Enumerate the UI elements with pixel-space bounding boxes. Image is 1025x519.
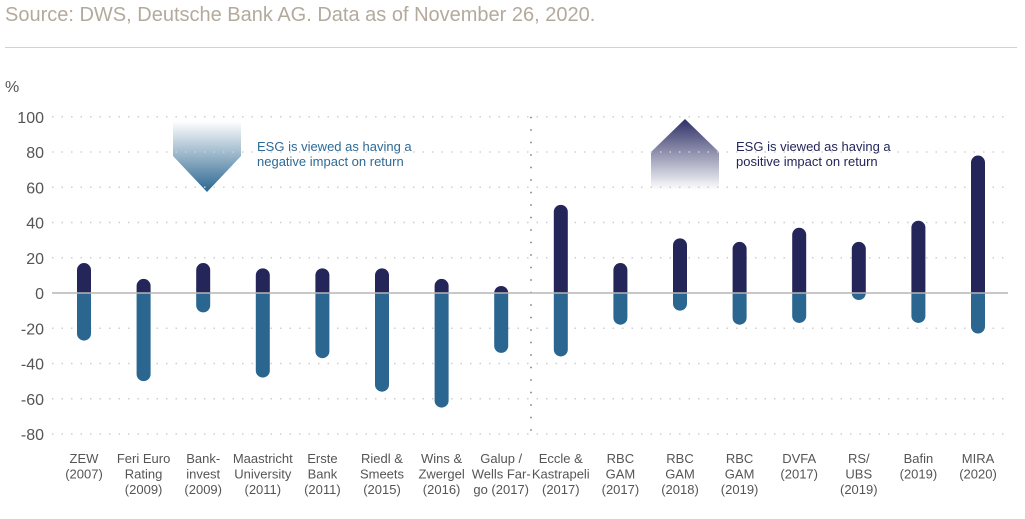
x-tick-label: (2009) xyxy=(184,482,222,497)
x-tick-label: GAM xyxy=(606,467,636,482)
x-tick-label: GAM xyxy=(725,467,755,482)
x-tick-label: (2016) xyxy=(423,482,461,497)
y-tick-label: 40 xyxy=(26,216,44,233)
x-tick-label: RBC xyxy=(607,451,634,466)
x-tick-label: (2020) xyxy=(959,467,997,482)
x-tick-label: RBC xyxy=(666,451,693,466)
bar-negative xyxy=(673,293,687,311)
negative-annotation-line1: ESG is viewed as having a xyxy=(257,139,412,154)
x-tick-label: Bafin xyxy=(904,451,934,466)
bar-positive xyxy=(792,227,807,293)
x-tick-label: Rating xyxy=(125,467,163,482)
x-tick-label: (2019) xyxy=(721,482,759,497)
bar-positive xyxy=(375,268,389,293)
x-tick-label: (2017) xyxy=(602,482,640,497)
x-tick-label: Wells Far- xyxy=(472,467,531,482)
x-tick-label: (2019) xyxy=(840,482,878,497)
x-tick-label: UBS xyxy=(845,467,872,482)
y-tick-label: 60 xyxy=(26,180,44,197)
x-tick-label: Riedl & xyxy=(361,451,403,466)
x-tick-label: RBC xyxy=(726,451,753,466)
x-tick-label: (2007) xyxy=(65,467,103,482)
positive-annotation-line1: ESG is viewed as having a xyxy=(736,139,891,154)
bar-negative xyxy=(434,293,449,408)
bar-negative xyxy=(851,293,866,301)
y-axis-unit: % xyxy=(5,79,19,96)
x-tick-label: RS/ xyxy=(848,451,870,466)
bar-negative xyxy=(196,293,211,313)
bar-positive xyxy=(732,241,747,293)
x-tick-label: Wins & xyxy=(421,451,463,466)
y-tick-label: -60 xyxy=(21,392,44,409)
source-note: Source: DWS, Deutsche Bank AG. Data as o… xyxy=(5,4,596,26)
y-tick-label: 0 xyxy=(35,286,44,303)
x-tick-label: Bank xyxy=(308,467,338,482)
bar-negative xyxy=(792,293,807,323)
x-tick-label: ZEW xyxy=(70,451,100,466)
negative-annotation-line2: negative impact on return xyxy=(257,154,404,169)
x-tick-label: Feri Euro xyxy=(117,451,170,466)
bar-negative xyxy=(255,293,270,378)
bar-positive xyxy=(494,285,509,293)
y-tick-label: 80 xyxy=(26,145,44,162)
bar-negative xyxy=(315,293,330,359)
x-tick-label: (2019) xyxy=(900,467,938,482)
bar-positive xyxy=(77,263,91,293)
bar-negative xyxy=(553,293,568,357)
bar-positive xyxy=(851,241,866,293)
bar-negative xyxy=(911,293,926,323)
negative-arrow-icon xyxy=(173,121,241,192)
y-tick-label: -40 xyxy=(21,357,44,374)
x-tick-label: invest xyxy=(186,467,220,482)
y-tick-label: -20 xyxy=(21,321,44,338)
bar-positive xyxy=(196,263,211,293)
x-tick-label: Kastrapeli xyxy=(532,467,590,482)
bar-negative xyxy=(136,293,151,382)
x-tick-label: Eccle & xyxy=(539,451,583,466)
bar-positive xyxy=(911,220,926,293)
x-tick-label: (2017) xyxy=(542,482,580,497)
bar-negative xyxy=(375,293,389,392)
bar-negative xyxy=(732,293,747,325)
x-tick-label: (2018) xyxy=(661,482,699,497)
positive-arrow-icon xyxy=(651,119,719,190)
y-tick-label: -80 xyxy=(21,427,44,444)
x-tick-label: go (2017) xyxy=(473,482,529,497)
x-tick-label: DVFA xyxy=(782,451,816,466)
x-tick-label: (2011) xyxy=(304,482,341,497)
bar-positive xyxy=(136,278,151,293)
x-tick-label: Smeets xyxy=(360,467,405,482)
bar-positive xyxy=(673,238,687,293)
x-tick-label: Erste xyxy=(307,451,337,466)
y-tick-label: 20 xyxy=(26,251,44,268)
bar-positive xyxy=(971,155,986,293)
x-tick-label: University xyxy=(234,467,292,482)
bar-negative xyxy=(77,293,92,341)
positive-annotation-line2: positive impact on return xyxy=(736,154,878,169)
header-divider xyxy=(5,47,1017,48)
x-tick-label: (2009) xyxy=(125,482,163,497)
x-tick-label: Galup / xyxy=(480,451,522,466)
bar-positive xyxy=(315,268,330,293)
x-tick-label: Zwergel xyxy=(418,467,464,482)
x-tick-label: (2017) xyxy=(780,467,818,482)
x-tick-label: (2015) xyxy=(363,482,401,497)
x-tick-label: Maastricht xyxy=(233,451,293,466)
bar-negative xyxy=(613,293,628,325)
bar-positive xyxy=(434,278,449,293)
x-tick-label: MIRA xyxy=(962,451,995,466)
bar-positive xyxy=(255,268,270,293)
x-tick-label: GAM xyxy=(665,467,695,482)
x-tick-label: Bank- xyxy=(186,451,220,466)
x-tick-label: (2011) xyxy=(244,482,281,497)
bar-positive xyxy=(553,204,568,293)
bar-positive xyxy=(613,263,628,293)
y-tick-label: 100 xyxy=(17,110,44,127)
bar-negative xyxy=(494,293,509,353)
bar-negative xyxy=(971,293,986,334)
